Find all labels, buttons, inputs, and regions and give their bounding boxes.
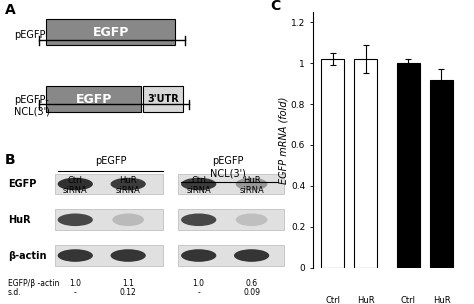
Text: EGFP: EGFP — [76, 93, 112, 105]
Text: pEGFP: pEGFP — [14, 30, 46, 40]
Text: Ctrl
siRNA: Ctrl siRNA — [320, 295, 345, 304]
Bar — [178, 209, 284, 230]
Ellipse shape — [110, 249, 146, 262]
Text: EGFP/β -actin: EGFP/β -actin — [8, 279, 59, 288]
Text: A: A — [5, 3, 16, 17]
Text: Ctrl
siRNA: Ctrl siRNA — [186, 176, 211, 195]
Ellipse shape — [236, 178, 267, 190]
Text: 3'UTR: 3'UTR — [147, 94, 179, 104]
Ellipse shape — [234, 249, 269, 262]
Text: EGFP: EGFP — [93, 26, 129, 39]
Text: Ctrl
siRNA: Ctrl siRNA — [396, 295, 421, 304]
Bar — [354, 59, 377, 268]
Text: EGFP: EGFP — [8, 179, 36, 189]
Ellipse shape — [181, 213, 216, 226]
Ellipse shape — [181, 249, 216, 262]
Text: pEGFP
NCL(3'): pEGFP NCL(3') — [210, 157, 246, 178]
Ellipse shape — [236, 213, 267, 226]
Text: s.d.: s.d. — [8, 288, 21, 297]
Bar — [55, 245, 164, 266]
Bar — [46, 86, 141, 112]
Text: -: - — [74, 288, 77, 297]
Text: 0.12: 0.12 — [120, 288, 137, 297]
Text: B: B — [5, 154, 15, 168]
Bar — [178, 174, 284, 195]
Text: 1.1: 1.1 — [122, 279, 134, 288]
Ellipse shape — [110, 178, 146, 190]
Ellipse shape — [181, 178, 216, 190]
Text: pEGFP: pEGFP — [95, 157, 126, 167]
Text: C: C — [270, 0, 281, 13]
Bar — [143, 86, 183, 112]
Bar — [430, 80, 453, 268]
Bar — [55, 174, 164, 195]
Ellipse shape — [58, 249, 93, 262]
Text: 0.6: 0.6 — [246, 279, 258, 288]
Bar — [321, 59, 344, 268]
Bar — [178, 245, 284, 266]
Bar — [55, 209, 164, 230]
Y-axis label: EGFP mRNA (fold): EGFP mRNA (fold) — [278, 96, 288, 184]
Text: HuR: HuR — [8, 215, 30, 225]
Bar — [46, 19, 175, 45]
Text: HuR
siRNA: HuR siRNA — [239, 176, 264, 195]
Text: Ctrl
siRNA: Ctrl siRNA — [63, 176, 88, 195]
Text: 1.0: 1.0 — [193, 279, 205, 288]
Bar — [397, 63, 420, 268]
Text: pEGFP-
NCL(3'): pEGFP- NCL(3') — [14, 95, 50, 117]
Text: 1.0: 1.0 — [69, 279, 81, 288]
Text: β-actin: β-actin — [8, 250, 46, 261]
Text: HuR
siRNA: HuR siRNA — [429, 295, 454, 304]
Text: 0.09: 0.09 — [243, 288, 260, 297]
Text: HuR
siRNA: HuR siRNA — [353, 295, 378, 304]
Ellipse shape — [58, 178, 93, 190]
Text: -: - — [197, 288, 200, 297]
Ellipse shape — [58, 213, 93, 226]
Ellipse shape — [112, 213, 144, 226]
Text: HuR
siRNA: HuR siRNA — [116, 176, 141, 195]
